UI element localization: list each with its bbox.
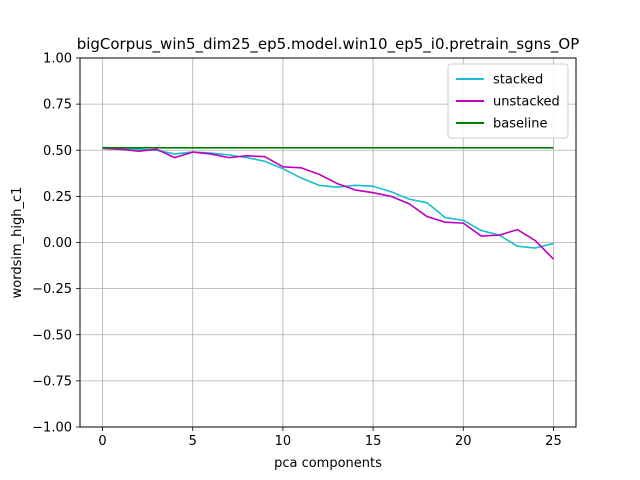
x-tick-label: 10 <box>275 434 292 449</box>
legend-box <box>447 63 569 139</box>
y-tick-label: 0.25 <box>43 190 72 205</box>
series-line-unstacked <box>102 147 555 260</box>
y-tick-label: −0.75 <box>32 374 72 389</box>
y-axis-label: wordsim_high_c1 <box>10 187 25 299</box>
y-tick-label: 0.75 <box>43 98 72 113</box>
x-tick-label: 20 <box>455 434 472 449</box>
x-tick-label: 0 <box>98 434 106 449</box>
y-tick-label: 1.00 <box>43 52 72 67</box>
chart-title: bigCorpus_win5_dim25_ep5.model.win10_ep5… <box>77 35 580 54</box>
y-tick-label: −1.00 <box>32 421 72 436</box>
legend-label-baseline: baseline <box>493 117 547 132</box>
x-tick-label: 15 <box>365 434 382 449</box>
y-tick-label: −0.50 <box>32 328 72 343</box>
y-tick-label: 0.50 <box>43 144 72 159</box>
legend: stacked unstacked baseline <box>447 63 569 139</box>
ticks: 0 5 10 15 20 25 −1.00 −0.75 −0.50 −0.25 0.00 0.25 0.… <box>32 52 562 450</box>
x-axis-label: pca components <box>274 456 382 471</box>
series-line-stacked <box>102 146 554 249</box>
x-tick-label: 25 <box>545 434 562 449</box>
y-tick-label: 0.00 <box>43 236 72 251</box>
x-tick-label: 5 <box>189 434 197 449</box>
y-tick-label: −0.25 <box>32 282 72 297</box>
legend-label-stacked: stacked <box>493 73 543 88</box>
series-group <box>102 146 555 260</box>
legend-label-unstacked: unstacked <box>493 95 560 110</box>
